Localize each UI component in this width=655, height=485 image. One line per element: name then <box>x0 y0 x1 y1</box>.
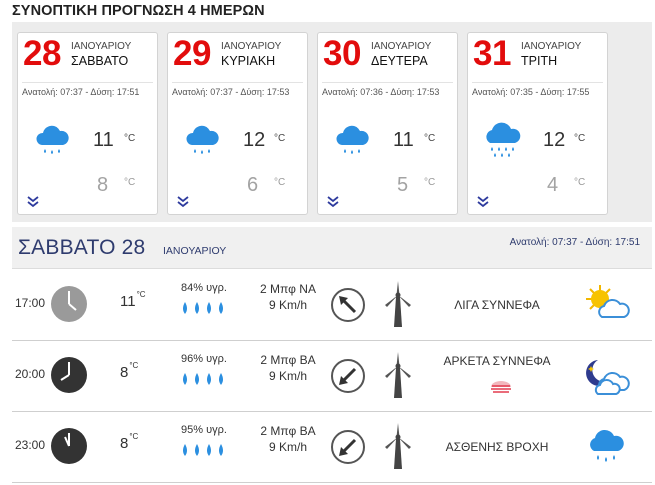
day-month: ΙΑΝΟΥΑΡΙΟΥ <box>521 41 582 52</box>
day-name: ΣΑΒΒΑΤΟ <box>71 54 129 68</box>
selected-day-header: ΣΑΒΒΑΤΟ 28 ΙΑΝΟΥΑΡΙΟΥ Ανατολή: 07:37 - Δ… <box>12 227 652 269</box>
max-temp: 12 <box>543 129 566 151</box>
humidity: 96% υγρ. <box>181 353 227 365</box>
temp-unit: °C <box>424 133 436 144</box>
rain-cloud-icon <box>590 429 624 462</box>
wind-beaufort: 2 Μπφ ΒΑ <box>260 424 316 438</box>
temp-value: 8 <box>120 364 129 381</box>
rain-cloud-icon <box>336 125 369 154</box>
hour-time: 17:00 <box>15 296 46 310</box>
rain-cloud-icon <box>36 125 69 154</box>
wind-turbine-icon <box>385 423 411 469</box>
humidity-drops-icon <box>183 373 223 385</box>
wind-speed: 9 Km/h <box>268 440 307 454</box>
sunrise-sunset: Ανατολή: 07:37 - Δύση: 17:51 <box>22 87 140 97</box>
max-temp: 12 <box>243 129 266 151</box>
humidity-drops-icon <box>183 302 223 314</box>
forecast-title: ΣΥΝΟΠΤΙΚΗ ΠΡΟΓΝΩΣΗ 4 ΗΜΕΡΩΝ <box>12 3 265 19</box>
temp-unit: °C <box>574 177 586 188</box>
temp-unit: °C <box>129 361 139 370</box>
temp-unit: °C <box>574 133 586 144</box>
day-month: ΙΑΝΟΥΑΡΙΟΥ <box>371 41 432 52</box>
rain-cloud-icon <box>186 125 219 154</box>
wind-turbine-icon <box>385 281 411 327</box>
wind-speed: 9 Km/h <box>268 298 307 312</box>
day-name: ΤΡΙΤΗ <box>521 54 558 68</box>
divider <box>322 82 453 83</box>
max-temp: 11 <box>93 129 114 151</box>
divider <box>472 82 603 83</box>
sky-condition: ΛΙΓΑ ΣΥΝΝΕΦΑ <box>454 298 540 312</box>
wind-direction-icon <box>331 430 365 464</box>
temp-unit: °C <box>274 133 286 144</box>
fog-icon <box>491 381 511 393</box>
day-name: ΔΕΥΤΕΡΑ <box>371 54 428 68</box>
sunrise-sunset: Ανατολή: 07:35 - Δύση: 17:55 <box>472 87 590 97</box>
sunrise-sunset: Ανατολή: 07:37 - Δύση: 17:51 <box>509 237 640 248</box>
selected-day-month: ΙΑΝΟΥΑΡΙΟΥ <box>163 245 227 257</box>
day-number: 29 <box>173 34 211 73</box>
chevron-down-icon[interactable] <box>476 194 490 208</box>
hour-time: 20:00 <box>15 367 46 381</box>
wind-speed: 9 Km/h <box>268 369 307 383</box>
heavy-rain-cloud-icon <box>486 122 521 157</box>
moon-cloud-icon <box>586 360 630 395</box>
humidity: 95% υγρ. <box>181 424 227 436</box>
day-card[interactable]: 31 ΙΑΝΟΥΑΡΙΟΥ ΤΡΙΤΗ Ανατολή: 07:35 - Δύσ… <box>467 32 608 215</box>
selected-day-title: ΣΑΒΒΑΤΟ 28 <box>18 236 146 259</box>
min-temp: 8 <box>97 174 109 196</box>
temp-unit: °C <box>124 177 136 188</box>
hourly-row: 17:00 11°C 84% υγρ. 2 Μπφ ΝΑ 9 Km/h ΛΙΓΑ… <box>12 271 652 341</box>
temp-value: 8 <box>120 435 129 452</box>
max-temp: 11 <box>393 129 414 151</box>
min-temp: 6 <box>247 174 259 196</box>
clock-icon <box>51 428 87 464</box>
divider <box>172 82 303 83</box>
day-name: ΚΥΡΙΑΚΗ <box>221 54 276 68</box>
day-month: ΙΑΝΟΥΑΡΙΟΥ <box>71 41 132 52</box>
sun-cloud-icon <box>586 285 630 318</box>
min-temp: 4 <box>547 174 559 196</box>
min-temp: 5 <box>397 174 409 196</box>
temp-unit: °C <box>424 177 436 188</box>
wind-beaufort: 2 Μπφ ΒΑ <box>260 353 316 367</box>
humidity: 84% υγρ. <box>181 282 227 294</box>
divider <box>22 82 153 83</box>
day-card[interactable]: 30 ΙΑΝΟΥΑΡΙΟΥ ΔΕΥΤΕΡΑ Ανατολή: 07:36 - Δ… <box>317 32 458 215</box>
humidity-drops-icon <box>183 444 223 456</box>
hourly-row: 20:00 8°C 96% υγρ. 2 Μπφ ΒΑ 9 Km/h ΑΡΚΕΤ… <box>12 342 652 412</box>
sky-condition: ΑΣΘΕΝΗΣ ΒΡΟΧΗ <box>445 440 549 454</box>
temp-value: 11 <box>120 293 136 310</box>
sunrise-sunset: Ανατολή: 07:36 - Δύση: 17:53 <box>322 87 440 97</box>
hour-time: 23:00 <box>15 438 46 452</box>
sky-condition: ΑΡΚΕΤΑ ΣΥΝΝΕΦΑ <box>443 354 551 368</box>
day-cards-strip: 28 ΙΑΝΟΥΑΡΙΟΥ ΣΑΒΒΑΤΟ Ανατολή: 07:37 - Δ… <box>12 22 652 222</box>
chevron-down-icon[interactable] <box>26 194 40 208</box>
temp-unit: °C <box>274 177 286 188</box>
hour-temp: 8°C <box>120 432 139 452</box>
temp-unit: °C <box>124 133 136 144</box>
hour-temp: 11°C <box>120 290 146 310</box>
temp-unit: °C <box>136 290 146 299</box>
wind-direction-icon <box>331 288 365 322</box>
chevron-down-icon[interactable] <box>176 194 190 208</box>
wind-turbine-icon <box>385 352 411 398</box>
hourly-row: 23:00 8°C 95% υγρ. 2 Μπφ ΒΑ 9 Km/h ΑΣΘΕΝ… <box>12 413 652 483</box>
chevron-down-icon[interactable] <box>326 194 340 208</box>
sunrise-sunset: Ανατολή: 07:37 - Δύση: 17:53 <box>172 87 290 97</box>
clock-icon <box>51 357 87 393</box>
clock-icon <box>51 286 87 322</box>
temp-unit: °C <box>129 432 139 441</box>
day-card[interactable]: 28 ΙΑΝΟΥΑΡΙΟΥ ΣΑΒΒΑΤΟ Ανατολή: 07:37 - Δ… <box>17 32 158 215</box>
day-card[interactable]: 29 ΙΑΝΟΥΑΡΙΟΥ ΚΥΡΙΑΚΗ Ανατολή: 07:37 - Δ… <box>167 32 308 215</box>
day-number: 31 <box>473 34 511 73</box>
hour-temp: 8°C <box>120 361 139 381</box>
wind-beaufort: 2 Μπφ ΝΑ <box>260 282 316 296</box>
day-number: 30 <box>323 34 361 73</box>
wind-direction-icon <box>331 359 365 393</box>
day-number: 28 <box>23 34 61 73</box>
day-month: ΙΑΝΟΥΑΡΙΟΥ <box>221 41 282 52</box>
